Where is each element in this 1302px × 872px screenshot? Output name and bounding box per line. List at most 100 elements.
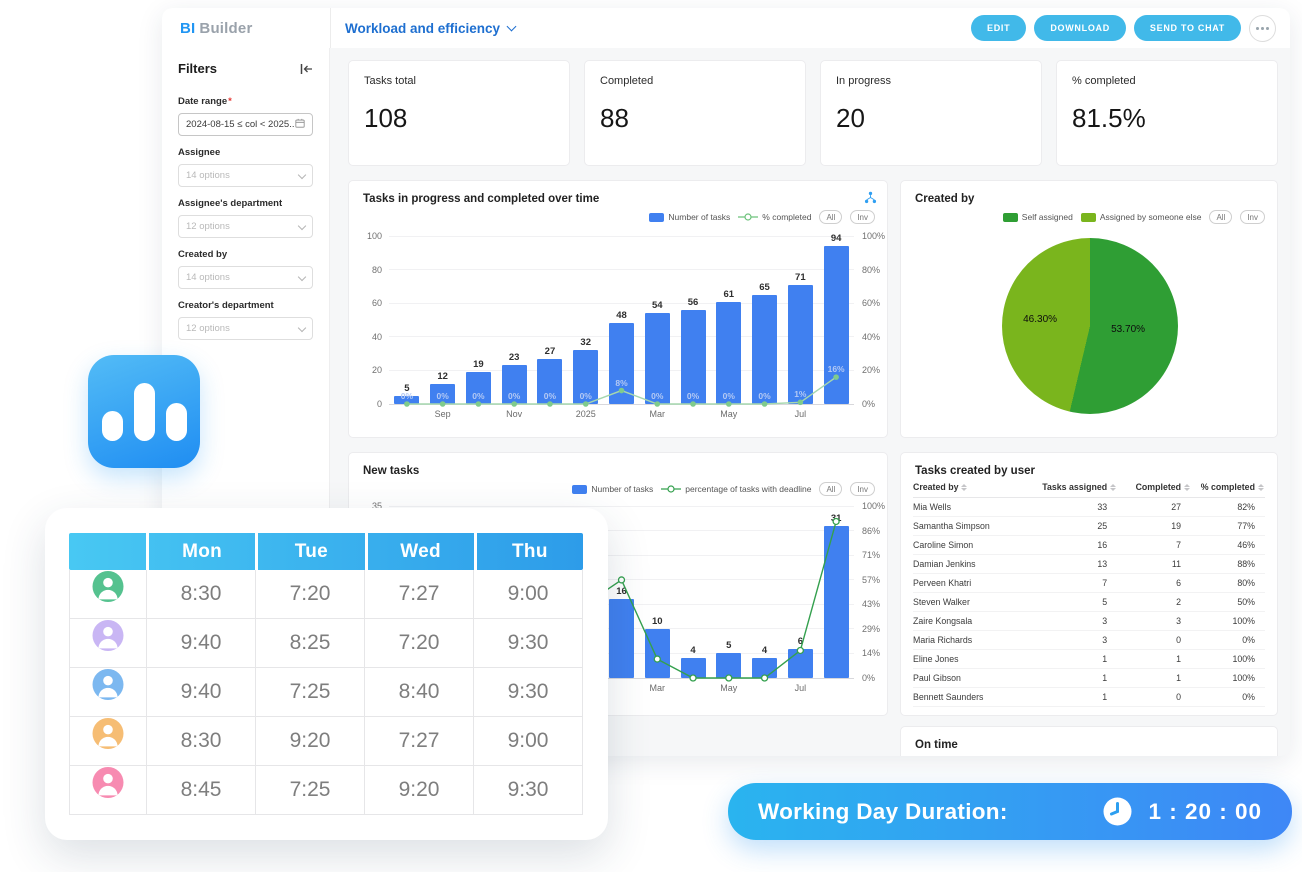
card-title: On time <box>915 739 958 751</box>
cell-created-by: Bennett Saunders <box>913 692 984 702</box>
toggle-all[interactable]: All <box>819 482 843 496</box>
bar[interactable] <box>752 294 778 404</box>
legend-label: percentage of tasks with deadline <box>685 484 812 494</box>
toggle-all[interactable]: All <box>819 210 843 224</box>
bar[interactable] <box>609 599 634 678</box>
toggle-inv[interactable]: Inv <box>850 210 875 224</box>
legend-line-icon <box>661 485 682 493</box>
gridline <box>389 530 854 532</box>
y-axis-tick-left: 60 <box>371 298 382 309</box>
user-table: Created by Tasks assigned Completed % compl… <box>913 482 1265 707</box>
filter-select[interactable]: 14 options <box>178 164 313 187</box>
working-day-duration-bar: Working Day Duration: 1 : 20 : 00 <box>728 783 1292 840</box>
collapse-sidebar-icon[interactable] <box>299 63 313 75</box>
send-to-chat-button[interactable]: SEND TO CHAT <box>1133 15 1241 41</box>
bar[interactable] <box>501 365 527 404</box>
logo-bi: BI <box>180 19 196 37</box>
kpi-label: Completed <box>600 75 654 87</box>
sort-icon <box>1257 483 1265 491</box>
filter-value: 14 options <box>186 170 230 181</box>
legend-item[interactable]: Self assigned <box>1002 212 1073 222</box>
column-header-label: Completed <box>1135 482 1182 492</box>
dashboard-title-dropdown[interactable]: Workload and efficiency <box>345 8 517 48</box>
bar[interactable] <box>644 628 670 678</box>
y-axis-tick-left: 20 <box>371 365 382 376</box>
bar[interactable] <box>573 350 599 404</box>
edit-button[interactable]: EDIT <box>971 15 1027 41</box>
chevron-down-icon <box>297 272 307 283</box>
y-axis-tick-right: 71% <box>862 550 881 561</box>
app-logo: BI Builder <box>180 20 252 37</box>
pct-value-label: 0% <box>651 391 664 401</box>
bar-value-label: 54 <box>651 300 663 312</box>
sort-icon <box>1110 483 1117 491</box>
table-row: Maria Richards 3 0 0% <box>913 631 1265 650</box>
bar[interactable] <box>430 383 456 404</box>
filter-select[interactable]: 14 options <box>178 266 313 289</box>
cell-value: 3 <box>1176 616 1182 626</box>
bar[interactable] <box>394 395 420 404</box>
filter-select[interactable]: 12 options <box>178 215 313 238</box>
legend-item[interactable]: percentage of tasks with deadline <box>661 484 811 494</box>
column-header[interactable]: Completed <box>1117 482 1191 492</box>
filter-select[interactable]: 12 options <box>178 317 313 340</box>
cell-created-by: Maria Richards <box>913 635 973 645</box>
new-tasks-chart: 0% 14% 29% 43% 57% 71% 86% 35 100% 16 10 Mar 4 5 May 4 6… <box>372 501 885 693</box>
schedule-time-cell: 9:30 <box>473 668 582 716</box>
person-icon <box>98 577 118 600</box>
bar-value-label: 94 <box>830 233 842 245</box>
date-range-input[interactable]: 2024-08-15 ≤ col < 2025... <box>178 113 313 136</box>
toggle-inv[interactable]: Inv <box>1240 210 1265 224</box>
filter-field: Creator's department 12 options <box>178 300 313 340</box>
y-axis-tick-right: 86% <box>862 525 881 536</box>
y-axis-tick-right: 43% <box>862 599 881 610</box>
download-button[interactable]: DOWNLOAD <box>1034 15 1126 41</box>
schedule-time-cell: 7:20 <box>364 619 473 667</box>
bar[interactable] <box>716 653 742 678</box>
bar[interactable] <box>465 372 491 404</box>
bar[interactable] <box>537 358 563 404</box>
more-dots-icon <box>1256 26 1259 30</box>
legend-item[interactable]: % completed <box>738 212 811 222</box>
schedule-row: 8:30 7:20 7:27 9:00 <box>70 570 582 619</box>
table-row: Perveen Khatri 7 6 80% <box>913 574 1265 593</box>
tasks-created-by-user-card: Tasks created by user Created by Tasks as… <box>900 452 1278 716</box>
toggle-all[interactable]: All <box>1209 210 1233 224</box>
share-icon[interactable] <box>864 191 877 209</box>
bar[interactable] <box>680 309 706 404</box>
cell-value: 1 <box>1102 673 1108 683</box>
y-axis-tick-right: 40% <box>862 331 881 342</box>
kpi-card: Completed 88 <box>584 60 806 166</box>
more-options-button[interactable] <box>1249 14 1276 42</box>
bar-value-label: 71 <box>795 271 806 283</box>
y-axis-tick-right: 100% <box>862 501 886 511</box>
gridline <box>389 554 854 556</box>
bar[interactable] <box>787 284 813 404</box>
bar-value-label: 32 <box>580 337 592 349</box>
bar-chart-app-icon[interactable] <box>88 355 200 468</box>
created-by-pie-chart[interactable]: 46.30% 53.70% <box>1002 238 1178 414</box>
toggle-inv[interactable]: Inv <box>850 482 875 496</box>
y-axis-tick-right: 14% <box>862 648 881 659</box>
bar[interactable] <box>680 658 706 678</box>
cell-created-by: Damian Jenkins <box>913 559 976 569</box>
x-axis-tick: Mar <box>649 683 666 693</box>
filter-label: Assignee <box>178 147 221 158</box>
schedule-time-cell: 9:20 <box>255 717 364 765</box>
cell-value: 33 <box>1097 502 1108 512</box>
cell-created-by: Zaire Kongsala <box>913 616 973 626</box>
legend-item[interactable]: Assigned by someone else <box>1080 212 1201 222</box>
bar-value-label: 27 <box>544 345 556 357</box>
legend-item[interactable]: Number of tasks <box>572 484 653 494</box>
column-header[interactable]: Tasks assigned <box>1033 482 1117 492</box>
table-row: Steven Walker 5 2 50% <box>913 593 1265 612</box>
cell-value: 11 <box>1171 559 1182 569</box>
column-header[interactable]: % completed <box>1191 482 1265 492</box>
bar[interactable] <box>644 313 670 404</box>
bar[interactable] <box>716 301 742 404</box>
cell-value: 1 <box>1102 692 1108 702</box>
legend-item[interactable]: Number of tasks <box>649 212 730 222</box>
column-header-label: % completed <box>1200 482 1255 492</box>
column-header[interactable]: Created by <box>913 482 1033 492</box>
